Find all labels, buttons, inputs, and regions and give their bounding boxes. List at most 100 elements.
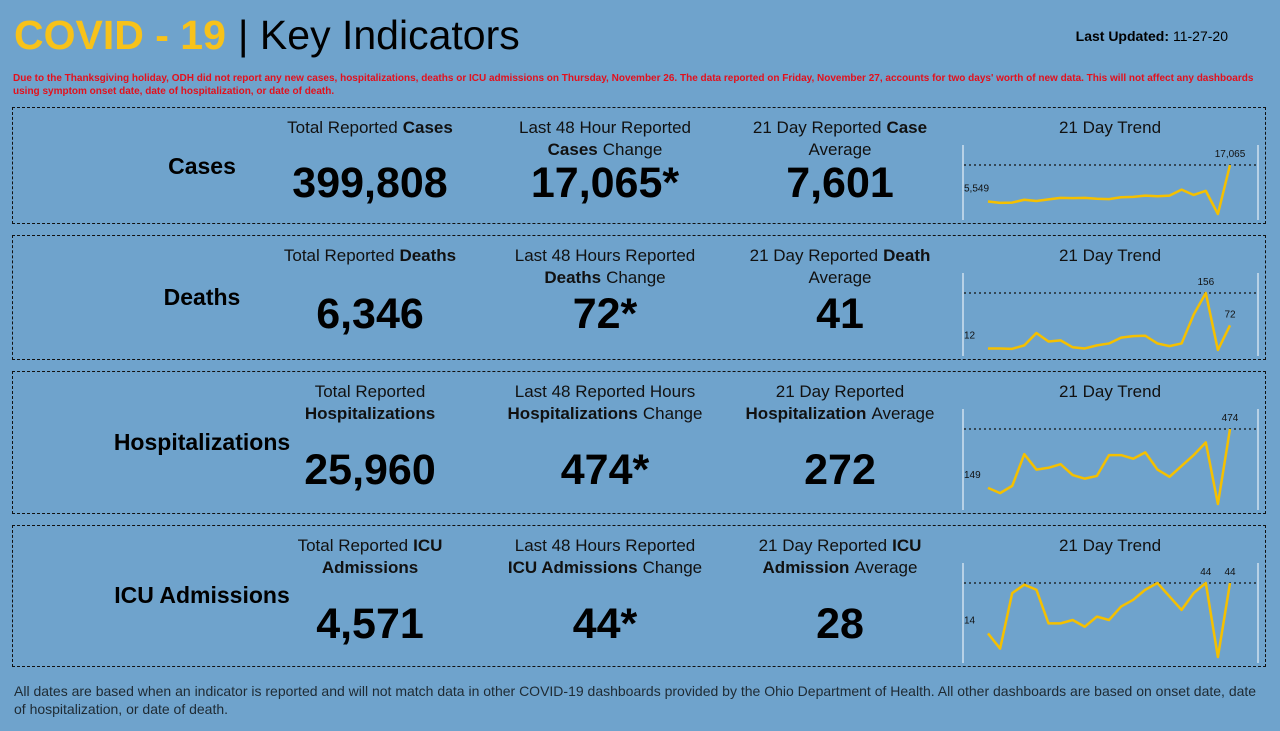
label-part: Total Reported [297, 536, 409, 555]
label-line: Last 48 Hours Reported [480, 535, 730, 557]
label-part: Last 48 Hours Reported [514, 246, 696, 265]
notice: Due to the Thanksgiving holiday, ODH did… [13, 73, 1254, 97]
trend-value-label: 12 [964, 330, 976, 341]
label-line: 21 Day Reported Death [715, 245, 965, 267]
label-part: Last 48 Hours Reported [514, 536, 696, 555]
metric-label: 21 Day Reported ICU Admission Average [715, 535, 965, 579]
label-part: Hospitalizations [304, 404, 436, 423]
panel-name: ICU Admissions [114, 582, 290, 608]
sparkline: 149 474 [962, 409, 1259, 510]
metric-label: Total Reported Deaths [245, 245, 495, 267]
label-part: ICU [892, 536, 922, 555]
trend-line [987, 428, 1232, 506]
metric-value: 474* [560, 446, 650, 494]
sparkline: 12 156 72 [962, 273, 1259, 356]
metric-label: Last 48 Hour Reported Cases Change [480, 117, 730, 161]
trend-value-label: 474 [1222, 413, 1239, 424]
panel-name: Hospitalizations [113, 429, 291, 455]
panel-name: Deaths [163, 284, 241, 310]
last-updated-label: Last Updated: [1075, 28, 1169, 44]
title: COVID - 19 | Key Indicators [14, 12, 520, 59]
label-part: Change [642, 558, 703, 577]
label-part: Last 48 Reported Hours [514, 382, 696, 401]
label-line: Admissions [245, 557, 495, 579]
label-line: Hospitalization Average [715, 403, 965, 425]
metric-label: Last 48 Hours Reported ICU Admissions Chan… [480, 535, 730, 579]
label-part: Admissions [321, 558, 419, 577]
metric-label: 21 Day Reported Case Average [715, 117, 965, 161]
label-part: Hospitalizations [507, 404, 638, 423]
trend-value-label: 17,065 [1215, 149, 1246, 160]
label-part: Average [808, 268, 872, 287]
metric-label: Total Reported Cases [245, 117, 495, 139]
panel-border [12, 525, 1266, 667]
trend-title: 21 Day Trend [1058, 118, 1162, 137]
metric-value: 44* [572, 600, 638, 648]
metric-label: Last 48 Reported Hours Hospitalizations Ch… [480, 381, 730, 425]
label-part: Deaths [399, 246, 457, 265]
panel-border [12, 371, 1266, 514]
trend-line [988, 291, 1232, 352]
label-line: Total Reported Deaths [245, 245, 495, 267]
label-line: Hospitalizations [245, 403, 495, 425]
metric-label: 21 Day Reported Hospitalization Average [715, 381, 965, 425]
label-line: Deaths Change [480, 267, 730, 289]
label-part: Deaths [544, 268, 602, 287]
label-line: Last 48 Reported Hours [480, 381, 730, 403]
metric-label: Total Reported ICU Admissions [245, 535, 495, 579]
label-line: Last 48 Hours Reported [480, 245, 730, 267]
panel-border [12, 107, 1266, 224]
label-part: 21 Day Reported [749, 246, 879, 265]
metric-value: 7,601 [786, 159, 894, 207]
trend-value-label: 14 [964, 615, 976, 626]
trend-title: 21 Day Trend [1058, 246, 1162, 265]
label-part: Cases [547, 140, 598, 159]
metric-value: 72* [572, 290, 638, 338]
metric-value: 272 [804, 446, 876, 494]
label-line: 21 Day Reported Case [715, 117, 965, 139]
trend-value-label: 156 [1197, 277, 1214, 288]
label-line: Total Reported Cases [245, 117, 495, 139]
title-highlight: COVID - 19 [14, 12, 226, 58]
label-part: Total Reported [287, 118, 398, 137]
label-line: Cases Change [480, 139, 730, 161]
label-part: Cases [402, 118, 453, 137]
label-line: Average [715, 139, 965, 161]
metric-value: 399,808 [292, 159, 448, 207]
trend-value-label: 44 [1224, 567, 1236, 578]
label-line: 21 Day Reported [715, 381, 965, 403]
label-part: 21 Day Reported [752, 118, 882, 137]
label-part: Admission [762, 558, 850, 577]
trend-line [987, 581, 1232, 659]
footer: All dates are based when an indicator is… [14, 683, 1257, 717]
metric-value: 25,960 [304, 446, 436, 494]
label-line: Total Reported ICU [245, 535, 495, 557]
label-part: 21 Day Reported [758, 536, 888, 555]
trend-title: 21 Day Trend [1058, 382, 1162, 401]
metric-value: 4,571 [316, 600, 424, 648]
trend-value-label: 149 [964, 470, 981, 481]
trend-value-label: 44 [1200, 567, 1212, 578]
label-line: ICU Admissions Change [480, 557, 730, 579]
label-line: Admission Average [715, 557, 965, 579]
metric-value: 28 [816, 600, 864, 648]
trend-title: 21 Day Trend [1058, 536, 1162, 555]
title-rest: | Key Indicators [237, 12, 520, 58]
metric-value: 6,346 [316, 290, 424, 338]
sparkline: 5,549 17,065 [962, 145, 1259, 220]
label-line: Last 48 Hour Reported [480, 117, 730, 139]
label-part: Change [606, 268, 666, 287]
label-part: Total Reported [283, 246, 395, 265]
label-part: ICU [413, 536, 443, 555]
label-part: Case [886, 118, 928, 137]
label-part: Change [602, 140, 663, 159]
trend-line [987, 164, 1232, 216]
label-line: Total Reported [245, 381, 495, 403]
last-updated: Last Updated: 11-27-20 [1076, 28, 1228, 44]
metric-label: Total Reported Hospitalizations [245, 381, 495, 425]
panel-name: Cases [168, 153, 236, 179]
label-part: Change [642, 404, 703, 423]
metric-value: 17,065* [530, 159, 680, 207]
last-updated-value: 11-27-20 [1172, 28, 1228, 44]
